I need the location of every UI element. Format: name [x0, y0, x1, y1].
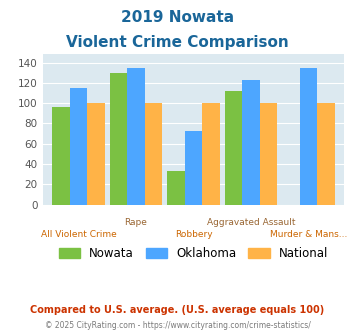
Text: Aggravated Assault: Aggravated Assault — [207, 218, 295, 227]
Text: © 2025 CityRating.com - https://www.cityrating.com/crime-statistics/: © 2025 CityRating.com - https://www.city… — [45, 321, 310, 330]
Bar — [242, 80, 260, 205]
Bar — [260, 103, 277, 205]
Bar — [167, 171, 185, 205]
Bar — [70, 88, 87, 205]
Bar — [225, 91, 242, 205]
Text: 2019 Nowata: 2019 Nowata — [121, 10, 234, 25]
Bar — [145, 103, 162, 205]
Text: Violent Crime Comparison: Violent Crime Comparison — [66, 35, 289, 50]
Bar — [110, 73, 127, 205]
Bar — [202, 103, 220, 205]
Text: Murder & Mans...: Murder & Mans... — [270, 230, 347, 239]
Legend: Nowata, Oklahoma, National: Nowata, Oklahoma, National — [54, 242, 333, 265]
Text: Compared to U.S. average. (U.S. average equals 100): Compared to U.S. average. (U.S. average … — [31, 305, 324, 315]
Text: Rape: Rape — [125, 218, 147, 227]
Bar — [127, 68, 145, 205]
Bar — [52, 107, 70, 205]
Bar — [87, 103, 105, 205]
Bar — [185, 131, 202, 205]
Text: Robbery: Robbery — [175, 230, 212, 239]
Text: All Violent Crime: All Violent Crime — [41, 230, 116, 239]
Bar — [300, 68, 317, 205]
Bar — [317, 103, 335, 205]
